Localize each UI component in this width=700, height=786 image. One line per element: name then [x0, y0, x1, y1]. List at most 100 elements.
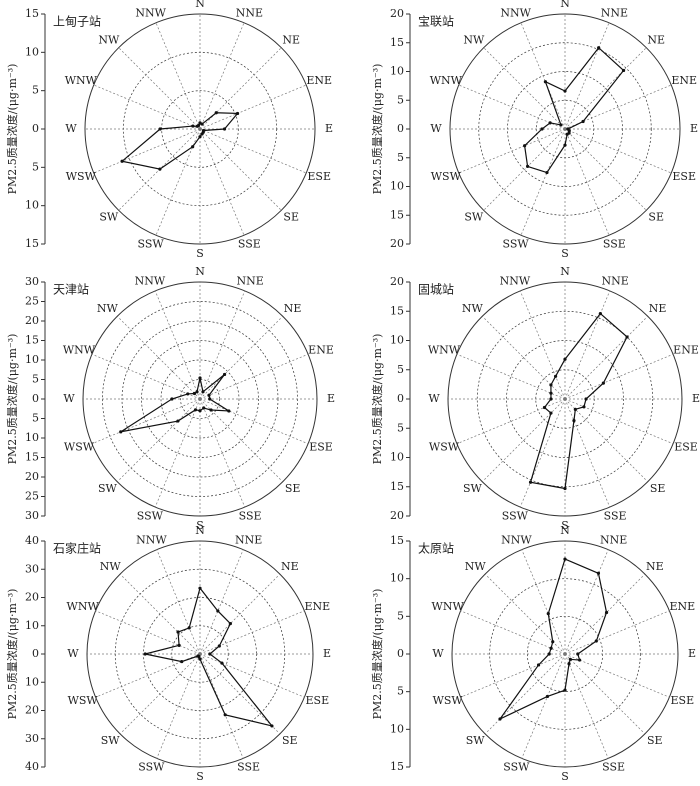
data-point — [567, 129, 571, 133]
spoke — [484, 653, 566, 735]
y-axis-label: PM2.5质量浓度/(μg·m⁻³) — [5, 64, 19, 195]
y-axis-label: PM2.5质量浓度/(μg·m⁻³) — [5, 334, 19, 465]
direction-label: W — [428, 392, 440, 405]
spoke — [199, 398, 246, 508]
data-point — [596, 571, 601, 575]
spoke — [458, 84, 566, 130]
spoke — [482, 398, 566, 482]
data-line — [120, 112, 239, 170]
y-tick-label: 0 — [32, 392, 39, 405]
y-tick-label: 10 — [390, 451, 404, 464]
direction-label: WNW — [432, 600, 465, 613]
data-point — [576, 652, 580, 656]
direction-label: E — [692, 392, 700, 405]
direction-label: N — [195, 0, 205, 10]
y-tick-label: 10 — [25, 45, 39, 58]
y-tick-label: 10 — [390, 722, 404, 735]
direction-label: W — [432, 647, 444, 660]
y-tick-label: 10 — [25, 431, 39, 444]
data-point — [563, 143, 567, 147]
spoke — [154, 290, 201, 400]
y-tick-label: 0 — [32, 122, 39, 135]
y-tick-label: 15 — [25, 451, 39, 464]
y-axis-label: PM2.5质量浓度/(μg·m⁻³) — [5, 589, 19, 720]
direction-label: SW — [464, 210, 484, 223]
direction-label: WSW — [431, 170, 462, 183]
y-tick-label: 0 — [397, 392, 404, 405]
y-tick-label: 15 — [390, 480, 404, 493]
data-point — [216, 609, 220, 613]
data-point — [201, 390, 205, 394]
data-point — [120, 159, 124, 163]
direction-label: ENE — [669, 600, 695, 613]
data-point — [198, 376, 202, 380]
spoke — [564, 316, 648, 400]
spoke — [483, 128, 566, 211]
chart-title: 上甸子站 — [53, 15, 101, 29]
data-point — [198, 135, 202, 139]
direction-label: SSW — [138, 237, 165, 250]
spoke — [199, 353, 309, 400]
direction-label: WNW — [67, 600, 100, 613]
data-point — [208, 652, 212, 656]
direction-label: NE — [649, 302, 667, 315]
direction-label: S — [561, 247, 569, 260]
direction-label: NNW — [135, 7, 166, 20]
data-point — [193, 408, 198, 412]
data-point — [200, 122, 204, 126]
direction-label: SE — [285, 482, 301, 495]
direction-label: NNE — [236, 7, 263, 20]
spoke — [199, 128, 282, 211]
radar-panel: N NNE NE ENE E ESE SE SSE S SSW SW WSW W WNW NW NNW 0 5 5 1… — [5, 0, 333, 260]
direction-label: ESE — [674, 441, 698, 454]
data-point — [143, 652, 147, 656]
data-point — [220, 661, 224, 665]
data-point — [559, 123, 563, 127]
spoke — [155, 128, 201, 236]
spoke — [199, 128, 307, 174]
data-point — [545, 694, 550, 699]
direction-label: SE — [282, 734, 298, 747]
direction-label: ESE — [671, 694, 695, 707]
data-point — [191, 124, 195, 128]
direction-label: WNW — [63, 343, 96, 356]
direction-label: NNE — [236, 275, 263, 288]
direction-label: SE — [283, 210, 299, 223]
direction-label: S — [196, 247, 204, 260]
direction-label: N — [195, 265, 205, 278]
direction-label: SSW — [137, 509, 164, 522]
spoke — [199, 653, 281, 735]
direction-label: W — [430, 122, 442, 135]
spoke — [91, 353, 201, 400]
data-point — [621, 68, 626, 73]
spoke — [117, 316, 201, 400]
data-point — [568, 657, 572, 661]
data-point — [223, 713, 227, 717]
y-tick-label: 10 — [25, 199, 39, 212]
direction-label: NE — [282, 34, 300, 47]
spoke — [118, 47, 201, 130]
data-point — [536, 663, 541, 667]
y-tick-label: 10 — [390, 334, 404, 347]
direction-label: SE — [648, 210, 664, 223]
data-point — [176, 630, 180, 634]
y-tick-label: 5 — [397, 93, 404, 106]
direction-label: WNW — [430, 74, 463, 87]
spoke — [199, 22, 245, 130]
direction-label: SSE — [603, 237, 626, 250]
data-point — [563, 357, 567, 361]
spoke — [91, 398, 201, 445]
spoke — [520, 128, 566, 236]
spoke — [564, 47, 647, 130]
direction-label: WSW — [429, 441, 460, 454]
spoke — [155, 22, 201, 130]
direction-label: NNW — [500, 7, 531, 20]
y-tick-label: 20 — [25, 704, 39, 717]
y-tick-label: 20 — [390, 275, 404, 288]
data-point — [192, 391, 197, 396]
data-point — [498, 717, 502, 721]
data-point — [170, 397, 174, 401]
y-tick-label: 10 — [390, 572, 404, 585]
y-tick-label: 20 — [390, 237, 404, 250]
spoke — [564, 84, 672, 130]
